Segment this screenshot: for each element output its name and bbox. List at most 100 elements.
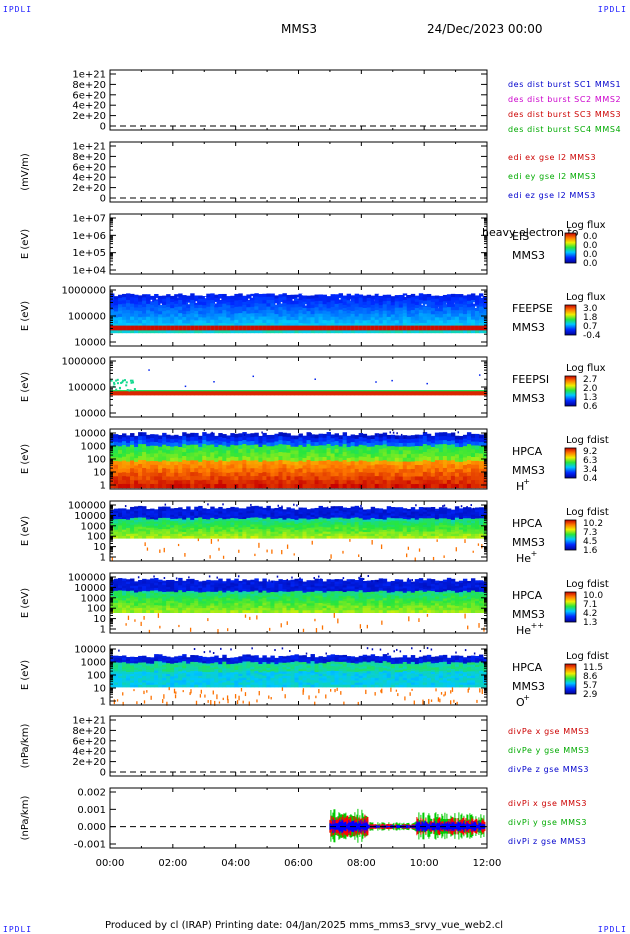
spectrogram-cell xyxy=(170,533,175,537)
spectrogram-cell xyxy=(402,516,408,520)
spectrogram-cell xyxy=(362,453,368,458)
spectrogram-cell xyxy=(118,527,123,531)
spectrogram-cell xyxy=(454,517,460,521)
spectrogram-cell xyxy=(294,536,299,539)
spectrogram-cell xyxy=(358,479,364,485)
spectrogram-cell xyxy=(274,391,279,396)
spectrogram-cell xyxy=(138,390,143,392)
spectrogram-cell xyxy=(210,479,215,485)
spectrogram-cell xyxy=(350,526,356,530)
spectrogram-cell xyxy=(434,329,440,334)
spectrogram-cell xyxy=(378,525,384,528)
spectrogram-cell xyxy=(230,476,235,481)
spectrogram-cell xyxy=(114,595,119,599)
spectrogram-cell xyxy=(234,390,239,392)
spectrogram-cell xyxy=(334,390,340,392)
spectrogram-cell xyxy=(250,524,255,528)
spectrogram-cell xyxy=(398,476,404,481)
spectrogram-cell xyxy=(254,303,259,307)
spectrogram-cell xyxy=(134,465,139,470)
spectrogram-cell xyxy=(354,522,360,525)
spectrogram-cell xyxy=(190,527,195,531)
spectrogram-cell xyxy=(326,516,331,520)
spectrogram-cell xyxy=(422,310,428,314)
spectrogram-cell xyxy=(202,463,207,469)
spectrogram-cell xyxy=(294,528,299,531)
spectrogram-cell xyxy=(422,432,428,437)
spectrogram-cell xyxy=(370,480,376,485)
spacecraft-label: MMS3 xyxy=(512,464,545,477)
spectrogram-cell xyxy=(110,313,115,317)
spectrogram-cell xyxy=(194,304,199,309)
spectrogram-cell xyxy=(390,320,396,325)
spectrogram-cell xyxy=(146,465,151,470)
spectrogram-cell xyxy=(218,533,223,537)
spectrogram-cell xyxy=(222,319,227,324)
spectrogram-cell xyxy=(374,310,380,314)
spectrogram-cell xyxy=(118,323,123,327)
spectrogram-cell xyxy=(478,531,484,535)
spectrogram-cell xyxy=(154,464,159,470)
spectrogram-cell xyxy=(458,306,464,311)
spectrogram-cell xyxy=(162,589,167,593)
spectrogram-cell xyxy=(390,438,396,443)
spectrogram-cell xyxy=(150,588,155,592)
spectrogram-cell xyxy=(210,299,215,304)
spectrogram-cell xyxy=(150,529,155,533)
spectrogram-cell xyxy=(454,446,460,452)
spectrogram-cell xyxy=(154,529,159,533)
spectrogram-cell xyxy=(354,524,360,528)
spectrogram-cell xyxy=(398,450,404,455)
spectrogram-cell xyxy=(410,513,416,517)
spectrogram-cell xyxy=(378,468,384,473)
spectrogram-cell xyxy=(462,304,468,309)
spectrogram-cell xyxy=(194,513,199,517)
spectrogram-cell xyxy=(378,508,384,511)
spectrogram-speck xyxy=(125,381,128,384)
spectrogram-cell xyxy=(462,438,468,443)
spectrogram-cell xyxy=(142,391,147,396)
spectrogram-cell xyxy=(338,517,344,521)
spectrogram-cell xyxy=(362,314,368,318)
spectrogram-cell xyxy=(238,452,243,458)
spectrogram-cell xyxy=(338,306,344,311)
spectrogram-cell xyxy=(434,527,440,531)
spectrogram-cell xyxy=(154,449,159,454)
spectrogram-cell xyxy=(414,532,420,535)
spectrogram-cell xyxy=(194,317,199,321)
spectrogram-cell xyxy=(402,461,408,466)
spectrogram-cell xyxy=(138,314,143,318)
spectrogram-cell xyxy=(350,325,356,331)
spectrogram-cell xyxy=(358,468,364,473)
spectrogram-cell xyxy=(430,515,436,519)
spectrogram-cell xyxy=(354,526,360,530)
spectrogram-cell xyxy=(162,329,167,334)
spectrogram-cell xyxy=(154,534,159,537)
spectrogram-cell xyxy=(234,460,239,466)
spectrogram-cell xyxy=(130,300,135,305)
spectrogram-cell xyxy=(382,301,388,305)
spectrogram-cell xyxy=(126,519,131,523)
spectrogram-cell xyxy=(450,468,456,473)
spectrogram-cell xyxy=(194,323,199,327)
spectrogram-cell xyxy=(446,329,452,334)
spectrogram-cell xyxy=(118,602,123,606)
spectrogram-cell xyxy=(470,453,476,458)
spectrogram-cell xyxy=(330,313,335,318)
spectrogram-cell xyxy=(214,527,219,531)
spectrogram-cell xyxy=(402,525,408,528)
spectrogram-cell xyxy=(430,325,436,331)
spectrogram-cell xyxy=(326,529,331,533)
spectrogram-cell xyxy=(394,323,400,327)
spectrogram-cell xyxy=(438,302,444,306)
spectrogram-cell xyxy=(226,439,231,444)
spectrogram-cell xyxy=(114,602,119,606)
spectrogram-cell xyxy=(342,436,348,441)
spectrogram-cell xyxy=(146,588,151,592)
spectrogram-cell xyxy=(430,469,436,474)
spectrogram-cell xyxy=(218,452,223,457)
spectrogram-cell xyxy=(134,520,139,523)
spectrogram-cell xyxy=(314,468,319,473)
spectrogram-cell xyxy=(274,320,279,324)
spectrogram-cell xyxy=(182,329,187,334)
